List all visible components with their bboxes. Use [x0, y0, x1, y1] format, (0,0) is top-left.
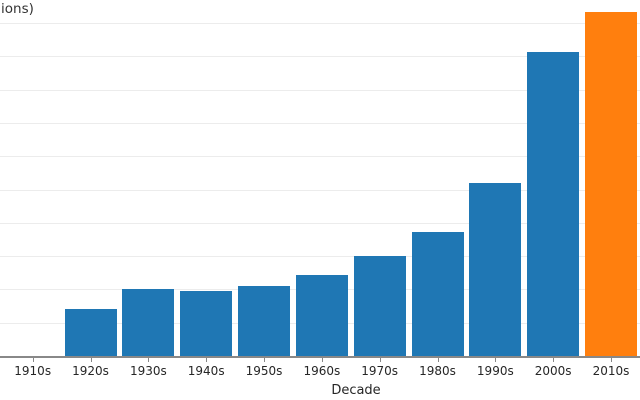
x-axis-title: Decade	[331, 383, 381, 398]
x-tick-label-1950s: 1950s	[245, 364, 283, 378]
x-tick-mark	[264, 358, 266, 362]
bar-1990s	[469, 182, 522, 356]
bar-1970s	[353, 256, 406, 356]
x-tick-mark	[495, 358, 497, 362]
chart-title: ions)	[1, 1, 34, 17]
gridline	[0, 222, 640, 224]
x-tick-mark	[611, 358, 612, 362]
gridline	[0, 122, 640, 124]
bar-2000s	[527, 52, 580, 356]
x-axis-line	[0, 356, 640, 358]
bar-1930s	[122, 289, 175, 356]
gridline	[0, 189, 640, 191]
x-tick-label-1960s: 1960s	[303, 364, 341, 378]
gridline	[0, 89, 640, 91]
x-tick-mark	[32, 358, 34, 362]
bar-2010s	[585, 12, 637, 356]
bar-1940s	[180, 291, 233, 356]
bar-1920s	[64, 308, 117, 356]
gridline	[0, 56, 640, 58]
x-tick-label-1910s: 1910s	[14, 364, 52, 378]
x-tick-label-2010s: 2010s	[592, 364, 630, 378]
x-tick-mark	[437, 358, 439, 362]
x-tick-mark	[321, 358, 323, 362]
x-tick-mark	[553, 358, 555, 362]
x-tick-label-1970s: 1970s	[361, 364, 399, 378]
x-tick-label-1920s: 1920s	[72, 364, 109, 378]
x-tick-mark	[148, 358, 150, 362]
x-tick-label-1940s: 1940s	[187, 364, 225, 378]
gridline	[0, 23, 640, 24]
x-tick-label-1990s: 1990s	[476, 364, 514, 378]
x-tick-mark	[90, 358, 92, 362]
bar-1960s	[295, 275, 348, 356]
gridline	[0, 156, 640, 158]
x-tick-label-1930s: 1930s	[129, 364, 167, 378]
bar-1980s	[411, 232, 464, 356]
bar-1950s	[238, 286, 291, 356]
x-tick-label-1980s: 1980s	[419, 364, 456, 378]
x-tick-label-2000s: 2000s	[534, 364, 572, 378]
x-tick-mark	[206, 358, 208, 362]
x-tick-mark	[379, 358, 381, 362]
gridline	[0, 256, 640, 258]
